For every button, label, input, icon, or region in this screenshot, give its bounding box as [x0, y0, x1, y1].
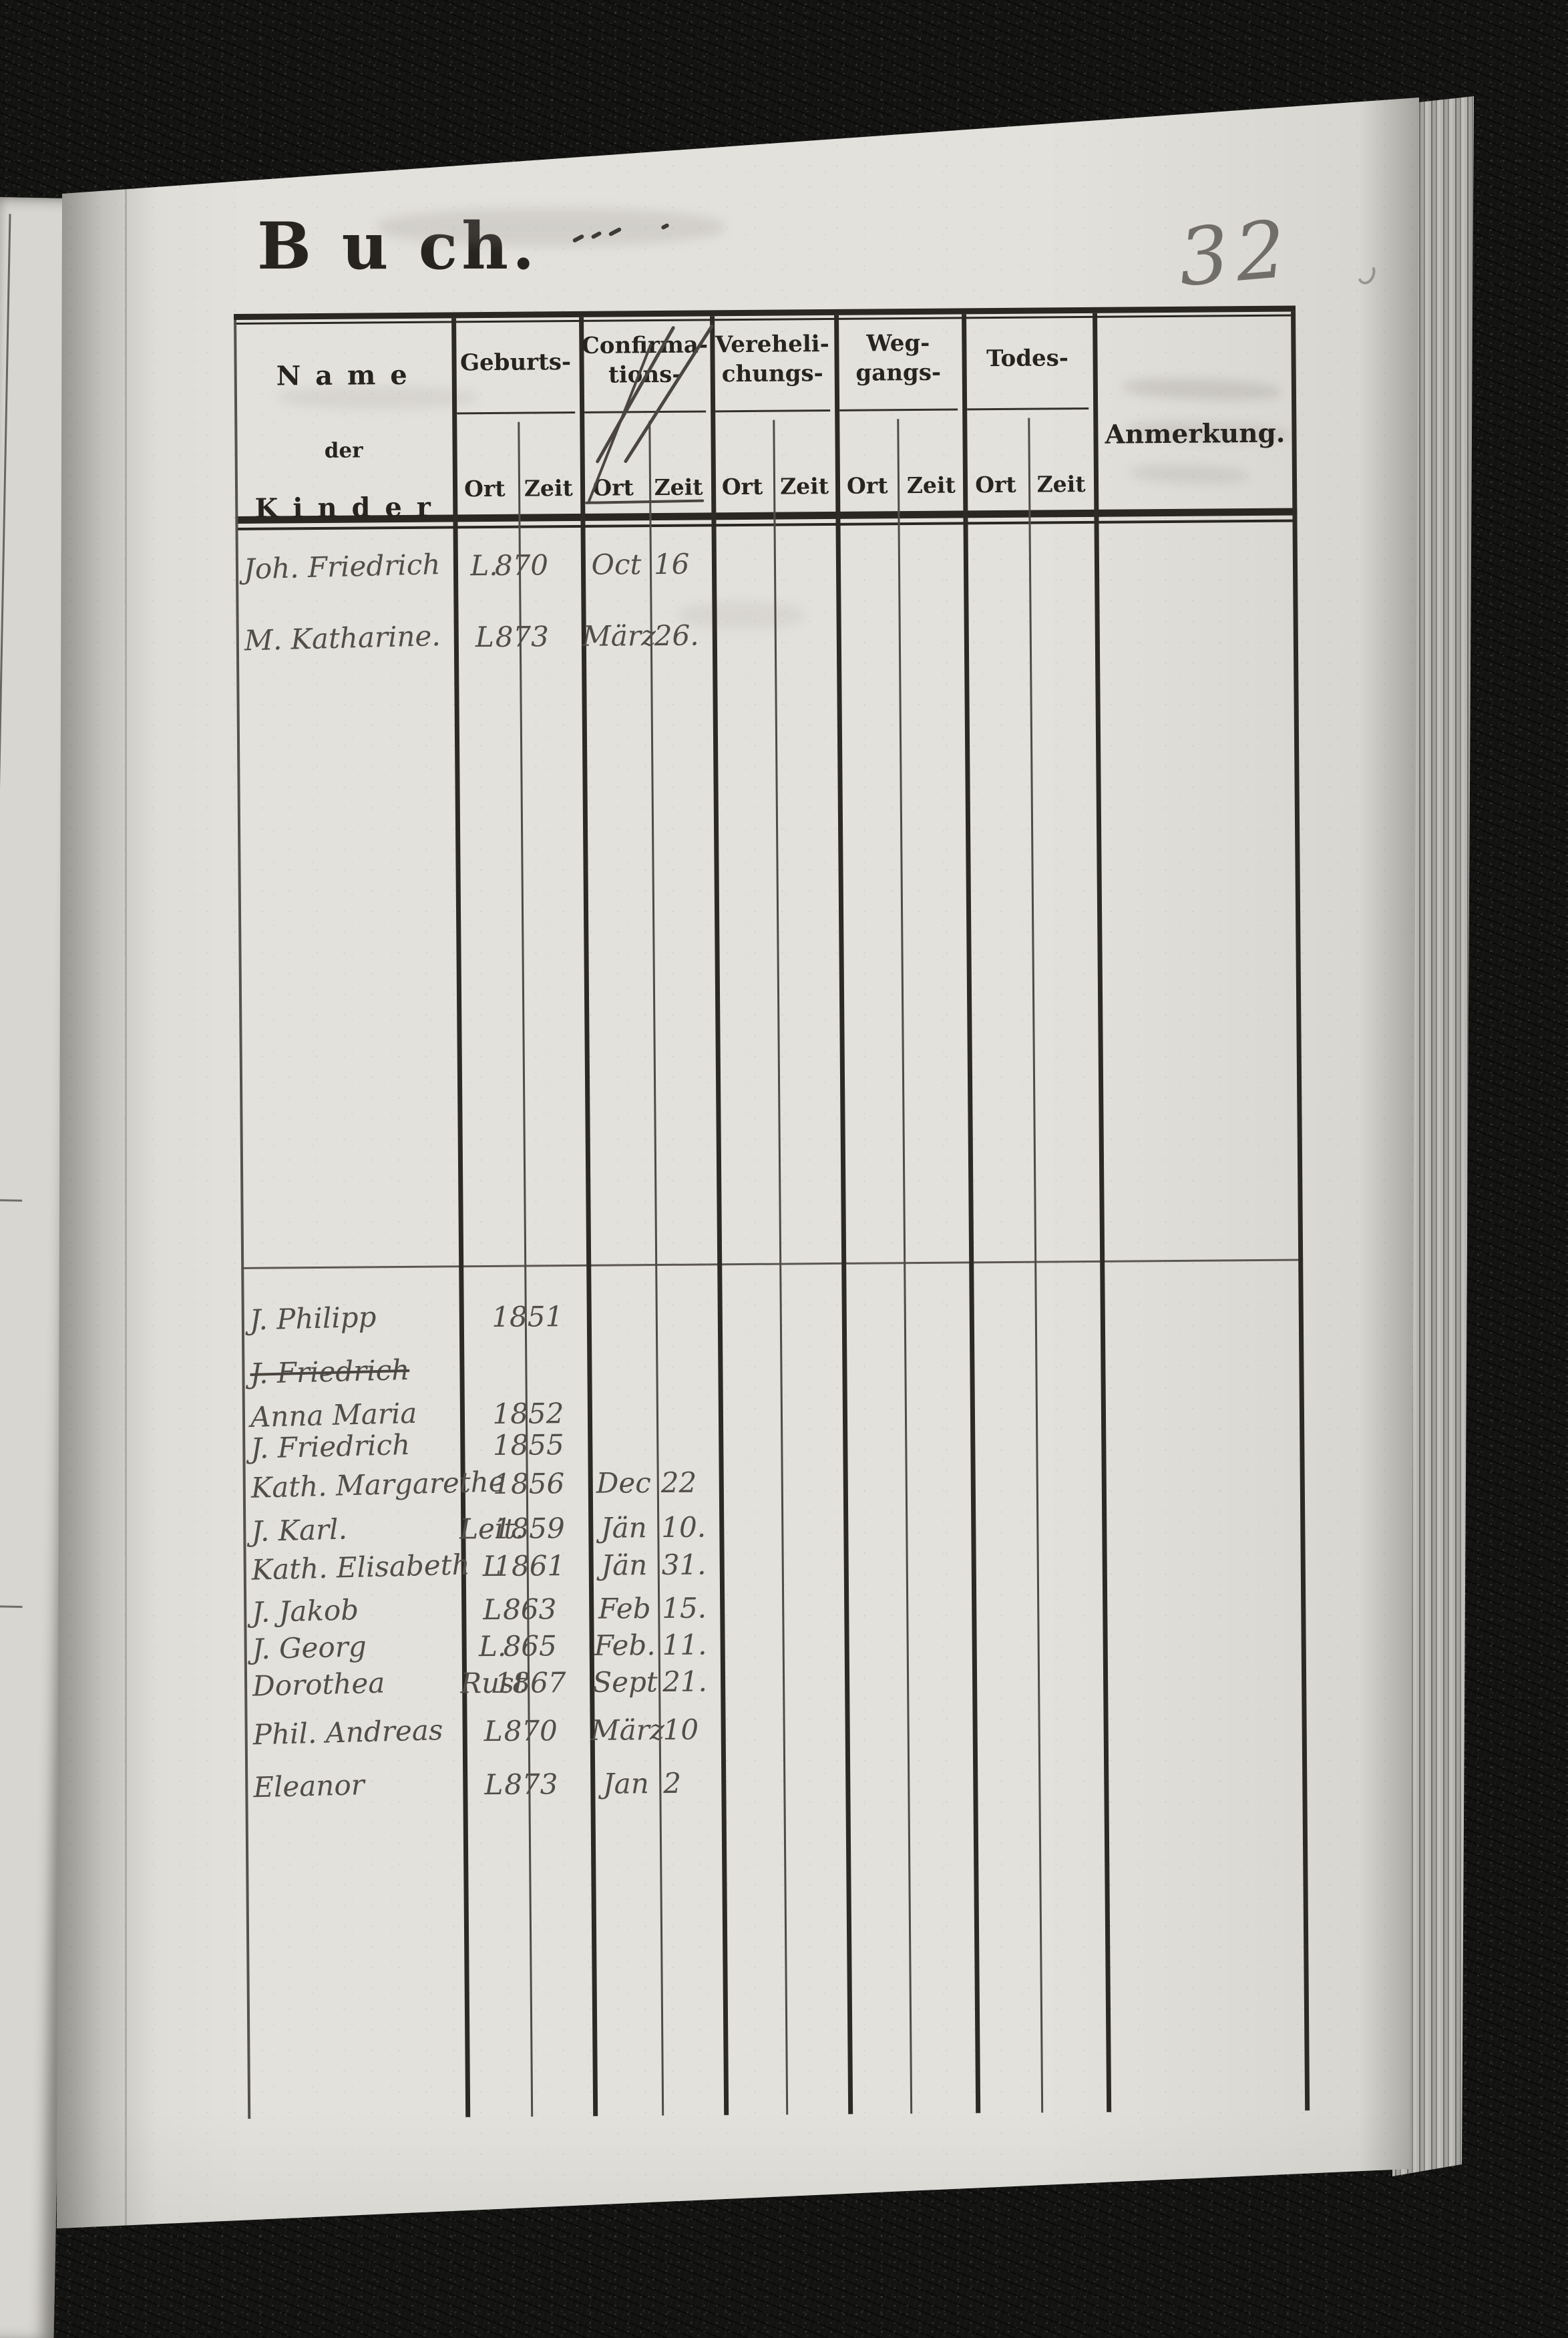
entry-tag: 10: [662, 1713, 699, 1747]
entry-name: Joh. Friedrich: [243, 548, 441, 586]
bleed-through-smudge: [678, 601, 805, 629]
entry-jahr: 873: [504, 1768, 558, 1801]
header-zeit: Zeit: [906, 472, 956, 499]
entry-jahr: 1852: [492, 1397, 564, 1431]
entry-tag: 22: [660, 1466, 697, 1500]
header-zeit: Zeit: [524, 475, 573, 502]
entry-monat: Feb: [598, 1592, 651, 1625]
page-title: B u ch.: [257, 208, 539, 284]
entry-jahr: 1867: [494, 1666, 566, 1699]
entry-jahr: 1859: [493, 1512, 565, 1546]
header-zeit: Zeit: [779, 473, 829, 500]
group-underline: [457, 411, 576, 415]
entry-name: J. Karl.: [250, 1512, 348, 1548]
facing-page-rule: [0, 1198, 23, 1202]
group-underline: [715, 409, 831, 413]
entry-row: J. Philipp 1851: [242, 1294, 1304, 1350]
entry-tag: 10.: [661, 1510, 707, 1544]
entry-monat: Jän: [601, 1548, 648, 1582]
entry-jahr: 870: [504, 1714, 558, 1747]
entry-name: J. Friedrich: [249, 1353, 410, 1390]
header-geburts: Geburts- Ort Zeit: [451, 331, 580, 516]
header-name-kinder: K i n d e r: [254, 491, 434, 524]
ort-zeit-divider: [648, 421, 664, 2116]
entry-monat: Oct: [591, 548, 642, 581]
entry-name: M. Katharine.: [244, 619, 441, 657]
entry-monat: Sept: [592, 1665, 658, 1699]
register-table: N a m e der K i n d e r Geburts- Ort Zeit…: [234, 305, 1310, 2126]
entry-jahr: 1861: [494, 1549, 566, 1582]
header-ort: Ort: [975, 471, 1016, 498]
gutter-shadow: [57, 98, 157, 2228]
entry-jahr: 863: [502, 1593, 557, 1626]
entry-tag: 21.: [662, 1665, 708, 1699]
bleed-through-smudge: [277, 386, 477, 409]
entry-name: Kath. Margarethe: [250, 1465, 506, 1504]
entry-name: Dorothea: [252, 1666, 385, 1703]
header-todes: Todes- Ort Zeit: [962, 327, 1094, 512]
entry-row: Joh. Friedrich L. 870 Oct 16: [236, 543, 1298, 599]
entry-jahr: 865: [503, 1629, 557, 1663]
header-ort: Ort: [463, 475, 506, 502]
header-zeit: Zeit: [654, 474, 703, 501]
page-crease: [125, 98, 127, 2228]
entry-tag: 2: [663, 1766, 682, 1800]
facing-page-rule: [0, 1605, 23, 1609]
entry-monat: Dec: [596, 1466, 651, 1500]
entry-jahr: 870: [494, 548, 549, 582]
entry-monat: Jän: [600, 1511, 647, 1544]
ort-zeit-divider: [1028, 418, 1044, 2113]
section-divider-rule: [241, 1259, 1304, 1269]
header-anmerkung: Anmerkung.: [1105, 418, 1286, 450]
ort-zeit-divider: [773, 420, 789, 2115]
entry-row: Phil. Andreas L 870 März 10: [244, 1708, 1307, 1764]
entry-jahr: 1856: [493, 1467, 565, 1501]
header-name-der: der: [324, 438, 363, 463]
entry-name: J. Georg: [252, 1630, 367, 1666]
entry-tag: 16: [653, 547, 690, 581]
entry-tag: 26.: [654, 619, 699, 653]
header-verehelichungs: Vereheli- chungs- Ort Zeit: [710, 329, 835, 514]
entry-jahr: 1855: [492, 1428, 564, 1462]
entry-name: J. Jakob: [251, 1593, 359, 1629]
entry-monat: Feb.: [594, 1629, 656, 1662]
entry-name: Eleanor: [252, 1768, 365, 1804]
entry-row: Dorothea Rust 1867 Sept 21.: [244, 1660, 1307, 1716]
entry-name: Phil. Andreas: [252, 1713, 443, 1751]
entry-monat: März: [582, 619, 656, 653]
bleed-through-smudge: [377, 208, 725, 246]
entry-tag: 15.: [662, 1591, 707, 1625]
entry-monat: März: [590, 1713, 665, 1747]
edge-shadow: [1359, 98, 1419, 2228]
header-zeit: Zeit: [1036, 470, 1086, 498]
entry-jahr: 873: [495, 620, 550, 653]
header-weggangs: Weg- gangs- Ort Zeit: [834, 328, 963, 512]
register-page: B u ch. 32: [57, 98, 1419, 2228]
ort-zeit-divider: [518, 422, 534, 2117]
entry-monat: Jan: [602, 1767, 649, 1800]
entry-name: Kath. Elisabeth: [251, 1548, 471, 1586]
entry-row: Eleanor L 873 Jan 2: [245, 1762, 1308, 1818]
entry-jahr: 1851: [492, 1300, 564, 1334]
entry-tag: 11.: [662, 1628, 707, 1662]
group-underline: [839, 408, 958, 411]
ort-zeit-divider: [897, 419, 913, 2114]
header-ort: Ort: [846, 472, 888, 499]
group-underline: [967, 407, 1089, 411]
header-ort: Ort: [721, 473, 763, 500]
page-number: 32: [1175, 202, 1296, 305]
entry-tag: 31.: [661, 1548, 707, 1582]
facing-page-rule: [0, 214, 11, 2335]
entry-name: J. Friedrich: [250, 1428, 411, 1465]
entry-row: M. Katharine. L 873 März 26.: [236, 614, 1299, 670]
entry-name: J. Philipp: [249, 1300, 377, 1337]
header-name: N a m e: [276, 359, 410, 392]
group-underline: [584, 410, 707, 413]
